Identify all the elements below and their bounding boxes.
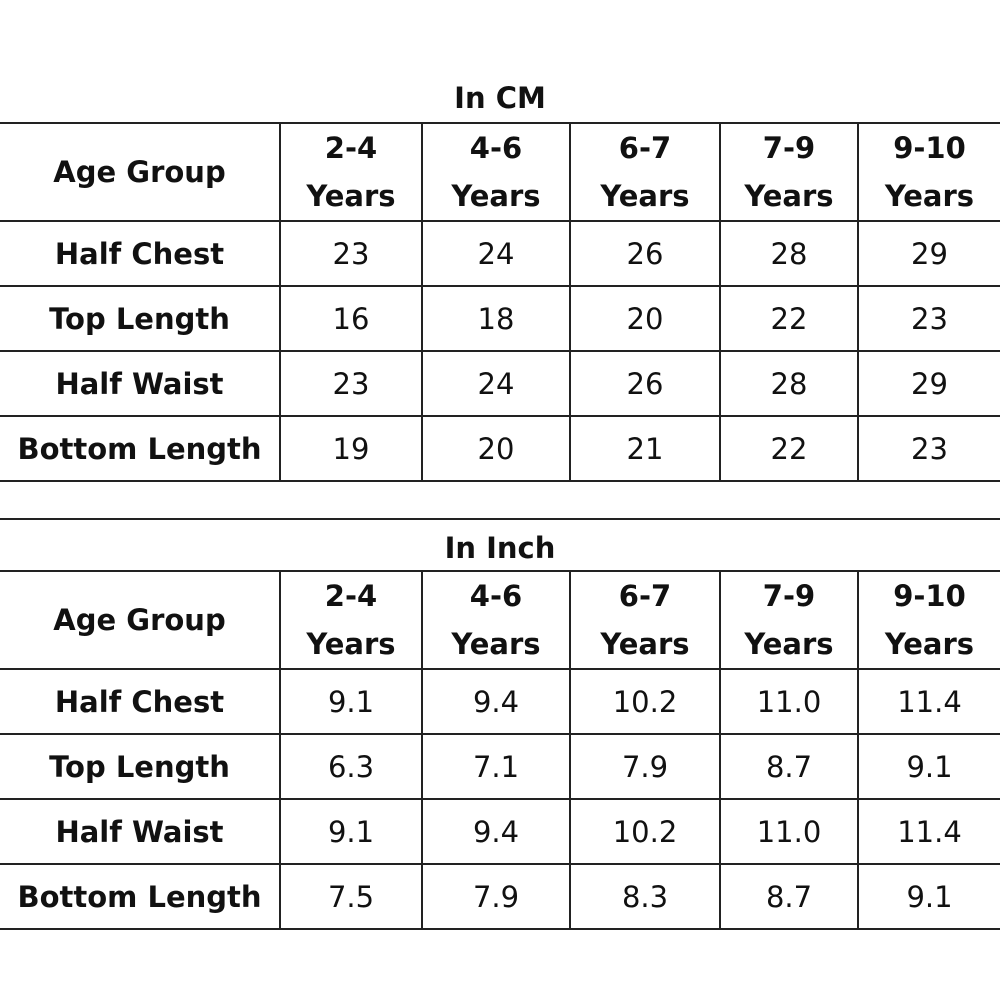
table-cell: 22 — [719, 415, 859, 482]
table-row: Half Waist 9.1 9.4 10.2 11.0 11.4 — [0, 798, 1000, 865]
size-chart-table: Age Group 2-4 Years 4-6 Years 6-7 Years 7-9… — [0, 122, 1000, 482]
table-cell: 9.1 — [279, 668, 423, 735]
row-label: Half Waist — [0, 350, 281, 417]
table-title: In Inch — [0, 518, 1000, 570]
age-column-header: 2-4 Years — [279, 570, 423, 670]
table-cell: 29 — [857, 220, 1000, 287]
age-column-header: 4-6 Years — [421, 122, 571, 222]
table-cell: 10.2 — [569, 798, 721, 865]
age-group-header: Age Group — [0, 570, 281, 670]
table-cell: 20 — [569, 285, 721, 352]
table-cell: 23 — [857, 415, 1000, 482]
table-cell: 8.7 — [719, 733, 859, 800]
table-cell: 23 — [279, 350, 423, 417]
table-row: Half Chest 9.1 9.4 10.2 11.0 11.4 — [0, 668, 1000, 735]
header-row: Age Group 2-4 Years 4-6 Years 6-7 Years 7-9… — [0, 570, 1000, 670]
table-cell: 28 — [719, 220, 859, 287]
row-label: Top Length — [0, 733, 281, 800]
table-cell: 24 — [421, 220, 571, 287]
table-cell: 9.1 — [857, 733, 1000, 800]
table-cell: 7.9 — [421, 863, 571, 930]
row-label: Half Waist — [0, 798, 281, 865]
table-cell: 24 — [421, 350, 571, 417]
table-cell: 9.4 — [421, 668, 571, 735]
table-row: Top Length 6.3 7.1 7.9 8.7 9.1 — [0, 733, 1000, 800]
size-table-inch: In Inch Age Group 2-4 Years 4-6 Years 6-7 Y… — [0, 518, 1000, 930]
table-cell: 19 — [279, 415, 423, 482]
row-label: Bottom Length — [0, 415, 281, 482]
table-cell: 22 — [719, 285, 859, 352]
age-column-header: 9-10 Years — [857, 122, 1000, 222]
age-column-header: 6-7 Years — [569, 570, 721, 670]
table-cell: 10.2 — [569, 668, 721, 735]
table-cell: 7.9 — [569, 733, 721, 800]
table-cell: 9.4 — [421, 798, 571, 865]
age-column-header: 4-6 Years — [421, 570, 571, 670]
age-column-header: 2-4 Years — [279, 122, 423, 222]
age-column-header: 7-9 Years — [719, 570, 859, 670]
table-cell: 6.3 — [279, 733, 423, 800]
table-row: Half Waist 23 24 26 28 29 — [0, 350, 1000, 417]
age-column-header: 6-7 Years — [569, 122, 721, 222]
table-cell: 9.1 — [279, 798, 423, 865]
table-row: Half Chest 23 24 26 28 29 — [0, 220, 1000, 287]
table-row: Bottom Length 7.5 7.9 8.3 8.7 9.1 — [0, 863, 1000, 930]
row-label: Half Chest — [0, 668, 281, 735]
table-cell: 20 — [421, 415, 571, 482]
row-label: Bottom Length — [0, 863, 281, 930]
table-cell: 8.7 — [719, 863, 859, 930]
table-cell: 7.1 — [421, 733, 571, 800]
table-cell: 11.0 — [719, 798, 859, 865]
table-row: Top Length 16 18 20 22 23 — [0, 285, 1000, 352]
table-cell: 23 — [279, 220, 423, 287]
table-cell: 29 — [857, 350, 1000, 417]
table-row: Bottom Length 19 20 21 22 23 — [0, 415, 1000, 482]
age-column-header: 7-9 Years — [719, 122, 859, 222]
table-cell: 18 — [421, 285, 571, 352]
size-chart-table: Age Group 2-4 Years 4-6 Years 6-7 Years 7-9… — [0, 570, 1000, 930]
table-cell: 16 — [279, 285, 423, 352]
row-label: Half Chest — [0, 220, 281, 287]
table-cell: 21 — [569, 415, 721, 482]
table-cell: 8.3 — [569, 863, 721, 930]
row-label: Top Length — [0, 285, 281, 352]
table-cell: 28 — [719, 350, 859, 417]
table-cell: 11.4 — [857, 668, 1000, 735]
table-title: In CM — [454, 81, 546, 115]
age-column-header: 9-10 Years — [857, 570, 1000, 670]
table-cell: 26 — [569, 350, 721, 417]
age-group-header: Age Group — [0, 122, 281, 222]
table-cell: 26 — [569, 220, 721, 287]
size-table-cm: In CM Age Group 2-4 Years 4-6 Years 6-7 Yea… — [0, 70, 1000, 482]
table-cell: 7.5 — [279, 863, 423, 930]
table-cell: 9.1 — [857, 863, 1000, 930]
table-cell: 11.0 — [719, 668, 859, 735]
table-cell: 11.4 — [857, 798, 1000, 865]
header-row: Age Group 2-4 Years 4-6 Years 6-7 Years 7-9… — [0, 122, 1000, 222]
table-cell: 23 — [857, 285, 1000, 352]
